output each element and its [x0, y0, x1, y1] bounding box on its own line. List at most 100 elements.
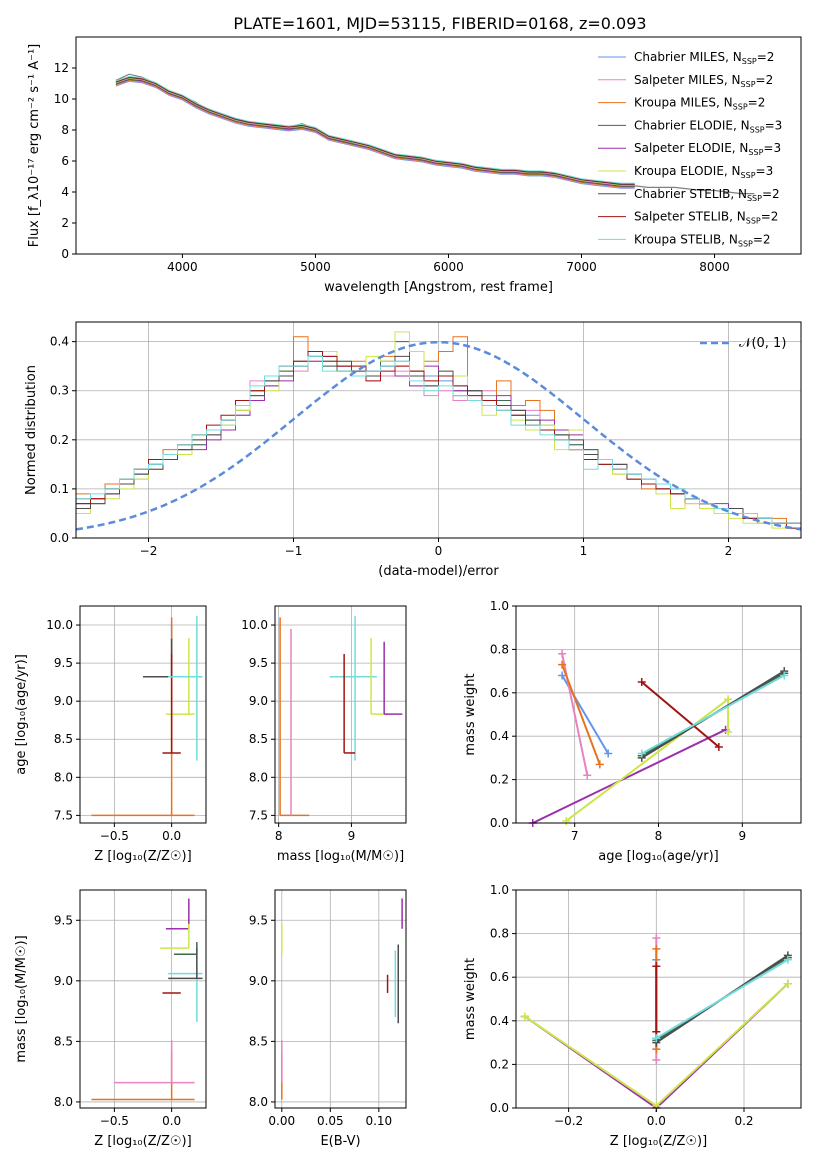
plot-frame — [75, 36, 802, 255]
y-tick-label: 9.0 — [249, 974, 268, 988]
weight-marker — [558, 649, 567, 658]
x-tick-label: 6000 — [433, 260, 464, 274]
panel-weight_vs_Z: −0.2 0.0 0.2 0.0 0.2 0.4 0.6 0.8 1.0 Z [log₁₀(Z/Z… — [463, 883, 802, 1149]
x-tick-label: 8000 — [699, 260, 730, 274]
y-tick-label: 8.0 — [249, 1095, 268, 1109]
y-tick-label: 0.2 — [50, 433, 69, 447]
weight-marker — [652, 1034, 661, 1043]
legend-entry: Chabrier STELIB, NSSP=2 — [634, 187, 780, 203]
weight-line — [565, 697, 730, 822]
model-spectrum — [115, 76, 635, 185]
model-spectrum — [115, 75, 635, 184]
model-spectrum — [115, 79, 635, 188]
legend-entry: 𝒩(0, 1) — [739, 336, 786, 351]
y-tick-label: 0.8 — [490, 642, 509, 656]
x-tick-label: 4000 — [167, 260, 198, 274]
x-tick-label: 1 — [580, 544, 588, 558]
panel-residuals: 𝒩(0, 1) −2 −1 0 1 2 0.0 0.1 0.2 0.3 0.4 (data-model… — [24, 321, 802, 579]
model-spectrum — [115, 77, 635, 186]
x-tick-label: 2 — [725, 544, 733, 558]
legend: Chabrier MILES, NSSP=2 Salpeter MILES, NS… — [598, 50, 782, 248]
weight-marker — [652, 1056, 661, 1065]
y-tick-label: 10.0 — [241, 618, 268, 632]
x-tick-label: −0.5 — [100, 1114, 129, 1128]
weight-marker — [780, 671, 789, 680]
legend-entry: Chabrier ELODIE, NSSP=3 — [634, 118, 782, 134]
y-tick-label: 0.4 — [490, 1014, 509, 1028]
errorbar-point — [165, 637, 195, 715]
x-tick-label: 0.0 — [647, 1114, 666, 1128]
legend-entry: Kroupa MILES, NSSP=2 — [634, 96, 765, 112]
weight-marker — [724, 695, 733, 704]
weight-line — [641, 681, 720, 748]
x-axis-label: (data-model)/error — [378, 564, 499, 579]
errorbar-point — [160, 923, 190, 949]
x-tick-label: 0.00 — [268, 1114, 295, 1128]
x-axis-label: Z [log₁₀(Z/Z☉)] — [94, 849, 191, 864]
errorbar-point — [279, 617, 310, 817]
x-tick-label: −2 — [140, 544, 158, 558]
y-tick-label: 12 — [54, 61, 69, 75]
y-tick-label: 0.1 — [50, 482, 69, 496]
legend-entry: Kroupa ELODIE, NSSP=3 — [634, 164, 773, 180]
y-tick-label: 0.2 — [490, 1057, 509, 1071]
weight-marker — [637, 677, 646, 686]
weight-marker — [652, 962, 661, 971]
legend-entry: Salpeter STELIB, NSSP=2 — [634, 210, 778, 226]
model-spectrum — [115, 77, 635, 186]
y-tick-label: 8.0 — [249, 770, 268, 784]
y-tick-label: 9.0 — [249, 694, 268, 708]
model-spectrum — [115, 78, 635, 187]
weight-marker — [652, 933, 661, 942]
x-tick-label: 7000 — [566, 260, 597, 274]
y-tick-label: 0 — [61, 247, 69, 261]
x-tick-label: 8 — [655, 829, 663, 843]
x-tick-label: 0.05 — [317, 1114, 344, 1128]
weight-marker — [595, 760, 604, 769]
y-axis-label: mass [log₁₀(M/M☉)] — [14, 935, 29, 1062]
y-tick-label: 9.5 — [54, 913, 73, 927]
weight-marker — [604, 749, 613, 758]
panel-weight_vs_age: 7 8 9 0.0 0.2 0.4 0.6 0.8 1.0 age [log₁₀(age/yr)]… — [463, 599, 802, 864]
panel-spectrum: Chabrier MILES, NSSP=2 Salpeter MILES, NS… — [27, 36, 802, 295]
weight-marker — [652, 944, 661, 953]
errorbar-point — [168, 615, 203, 761]
x-tick-label: 5000 — [300, 260, 331, 274]
y-tick-label: 9.0 — [54, 694, 73, 708]
y-tick-label: 8 — [61, 123, 69, 137]
y-axis-label: Normed distribution — [24, 365, 39, 495]
x-tick-label: −0.5 — [100, 829, 129, 843]
x-tick-label: 9 — [739, 829, 747, 843]
panel-mass_vs_Z: −0.5 0.0 8.0 8.5 9.0 9.5 Z [log₁₀(Z/Z☉)] mass [… — [14, 889, 207, 1149]
y-axis-label: mass weight — [463, 958, 478, 1040]
plot-frame — [79, 889, 207, 1109]
x-tick-label: 8 — [275, 829, 283, 843]
y-tick-label: 0.0 — [490, 1101, 509, 1115]
weight-marker — [783, 955, 792, 964]
y-axis-label: mass weight — [463, 673, 478, 755]
y-tick-label: 0.0 — [490, 816, 509, 830]
weight-marker — [637, 749, 646, 758]
x-axis-label: mass [log₁₀(M/M☉)] — [277, 849, 404, 864]
x-tick-label: 7 — [571, 829, 579, 843]
errorbar-point — [165, 898, 190, 930]
x-axis-label: Z [log₁₀(Z/Z☉)] — [94, 1134, 191, 1149]
model-spectrum — [115, 78, 635, 187]
plot-frame — [274, 889, 407, 1109]
plot-frame — [515, 889, 802, 1109]
histogram-series — [76, 355, 801, 538]
figure-title: PLATE=1601, MJD=53115, FIBERID=0168, z=0… — [233, 14, 646, 33]
y-tick-label: 9.0 — [54, 974, 73, 988]
y-tick-label: 8.5 — [54, 1034, 73, 1048]
legend-entry: Chabrier MILES, NSSP=2 — [634, 50, 774, 66]
y-tick-label: 7.5 — [54, 808, 73, 822]
y-tick-label: 0.4 — [490, 729, 509, 743]
errorbar-point — [91, 617, 195, 817]
x-tick-label: −1 — [285, 544, 303, 558]
y-tick-label: 0.4 — [50, 335, 69, 349]
y-tick-label: 0.0 — [50, 531, 69, 545]
errorbar-point — [370, 637, 390, 715]
y-axis-label: age [log₁₀(age/yr)] — [14, 654, 29, 775]
y-tick-label: 10 — [54, 92, 69, 106]
x-tick-label: 9 — [348, 829, 356, 843]
